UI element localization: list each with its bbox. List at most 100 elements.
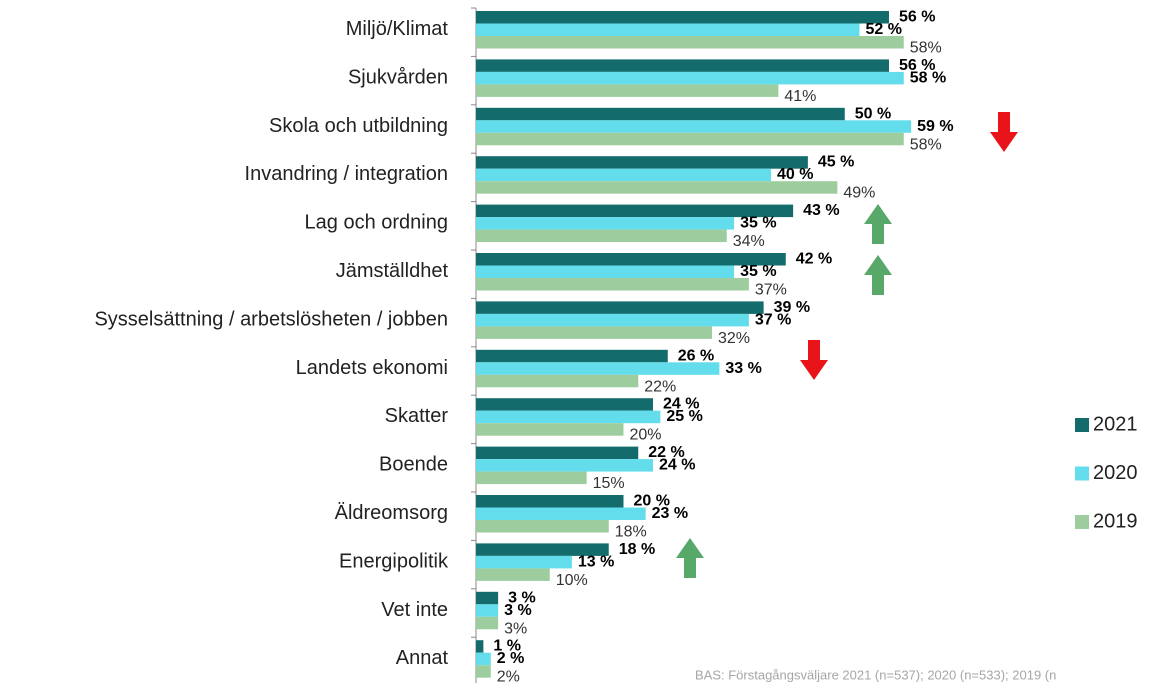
bar	[476, 446, 639, 460]
category-label: Boende	[379, 454, 448, 476]
value-label: 35 %	[740, 215, 776, 232]
value-label: 56 %	[899, 57, 935, 74]
category-label: Sjukvården	[348, 66, 448, 88]
value-label: 45 %	[818, 154, 854, 171]
bar	[476, 265, 735, 278]
legend-label: 2020	[1093, 462, 1138, 484]
category-label: Annat	[396, 647, 449, 669]
value-label: 32%	[718, 330, 750, 347]
bar	[476, 36, 904, 49]
bar	[476, 181, 838, 194]
bar	[476, 71, 904, 85]
category-label: Sysselsättning / arbetslösheten / jobben	[94, 308, 448, 330]
up-arrow	[864, 255, 892, 295]
value-label: 2 %	[497, 650, 525, 667]
category-label: Vet inte	[381, 599, 448, 621]
legend-label: 2021	[1093, 413, 1138, 435]
bar	[476, 229, 727, 243]
value-label: 50 %	[855, 105, 891, 122]
value-label: 58%	[910, 136, 942, 153]
bar	[476, 107, 845, 121]
category-label: Äldreomsorg	[335, 502, 448, 524]
value-label: 39 %	[774, 299, 810, 316]
bar	[476, 398, 653, 411]
value-label: 43 %	[803, 202, 839, 219]
bar	[476, 471, 587, 485]
value-label: 41%	[784, 88, 816, 105]
bar	[476, 313, 749, 327]
value-label: 10%	[556, 572, 588, 589]
bar	[476, 362, 720, 375]
value-label: 1 %	[493, 638, 521, 655]
bar	[476, 23, 860, 36]
bar	[476, 59, 889, 72]
bar	[476, 423, 624, 436]
bar	[476, 301, 764, 314]
value-label: 42 %	[796, 250, 832, 267]
value-label: 3%	[504, 620, 527, 637]
value-label: 24 %	[663, 396, 699, 413]
value-label: 20 %	[634, 492, 670, 509]
bar	[476, 217, 735, 230]
value-label: 18%	[615, 523, 647, 540]
trend-arrows	[676, 112, 1018, 578]
value-label: 59 %	[917, 118, 953, 135]
bar	[476, 349, 668, 363]
value-label: 26 %	[678, 347, 714, 364]
category-label: Energipolitik	[339, 550, 449, 572]
value-label: 34%	[733, 233, 765, 250]
category-label: Skola och utbildning	[269, 115, 448, 137]
value-label: 20%	[630, 427, 662, 444]
legend-label: 2019	[1093, 510, 1138, 532]
value-label: 49%	[843, 185, 875, 202]
value-label: 40 %	[777, 166, 813, 183]
value-label: 56 %	[899, 8, 935, 25]
value-label: 58 %	[910, 69, 946, 86]
value-label: 58%	[910, 39, 942, 56]
bar	[476, 652, 491, 666]
category-label: Lag och ordning	[305, 212, 448, 234]
bar	[476, 555, 572, 569]
legend-swatch	[1075, 418, 1089, 432]
value-label: 18 %	[619, 541, 655, 558]
value-label: 22%	[644, 378, 676, 395]
value-label: 15%	[593, 475, 625, 492]
bar	[476, 507, 646, 520]
bar	[476, 326, 712, 339]
bar	[476, 278, 749, 291]
bar	[476, 640, 484, 653]
footnote: BAS: Förstagångsväljare 2021 (n=537); 20…	[695, 667, 1056, 682]
bar	[476, 543, 609, 556]
value-label: 52 %	[866, 21, 902, 38]
legend-swatch	[1075, 466, 1089, 481]
up-arrow	[676, 538, 704, 578]
value-label: 2%	[497, 669, 520, 683]
value-label: 22 %	[648, 444, 684, 461]
category-label: Landets ekonomi	[296, 357, 448, 379]
bar	[476, 665, 491, 678]
value-label: 37%	[755, 281, 787, 298]
category-label: Jämställdhet	[336, 260, 449, 282]
bar	[476, 253, 786, 266]
bar	[476, 616, 499, 630]
category-label: Skatter	[385, 405, 449, 427]
bar	[476, 591, 499, 605]
bar	[476, 204, 794, 218]
value-label: 13 %	[578, 553, 614, 570]
bar	[476, 520, 609, 533]
category-label: Invandring / integration	[245, 163, 448, 185]
bar	[476, 11, 889, 24]
bar	[476, 120, 912, 133]
value-label: 24 %	[659, 457, 695, 474]
down-arrow	[990, 112, 1018, 152]
legend-swatch	[1075, 515, 1089, 529]
down-arrow	[800, 340, 828, 380]
value-label: 3 %	[504, 602, 532, 619]
bar	[476, 374, 639, 388]
value-label: 33 %	[725, 360, 761, 377]
bar	[476, 604, 499, 617]
bar	[476, 568, 550, 581]
bar	[476, 132, 904, 146]
